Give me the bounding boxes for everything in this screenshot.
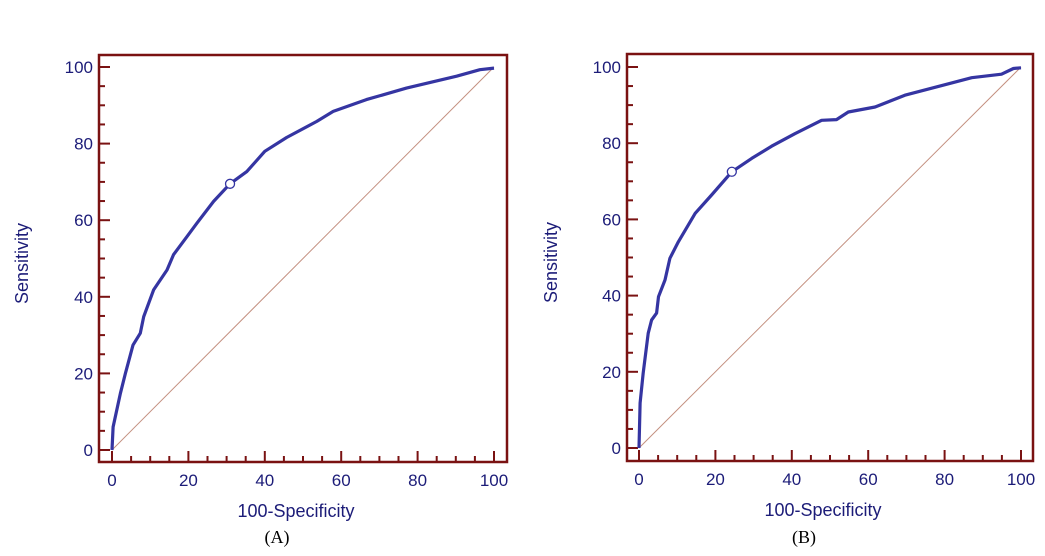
x-axis-label: 100-Specificity — [764, 500, 881, 520]
y-axis-label: Sensitivity — [541, 222, 561, 303]
reference-diagonal-line — [638, 66, 1022, 449]
y-tick-label: 0 — [612, 439, 621, 458]
y-tick-label: 100 — [65, 58, 93, 77]
roc-curve-line — [637, 66, 1022, 449]
optimal-cutoff-marker — [726, 166, 737, 177]
roc-curve-line — [110, 66, 495, 451]
x-tick-label: 0 — [107, 471, 116, 490]
panel-label: (B) — [792, 527, 816, 548]
y-tick-label: 80 — [602, 134, 621, 153]
x-tick-label: 80 — [935, 470, 954, 489]
x-tick-label: 20 — [179, 471, 198, 490]
x-tick-label: 100 — [480, 471, 508, 490]
x-tick-label: 80 — [408, 471, 427, 490]
optimal-cutoff-marker — [224, 178, 236, 189]
x-tick-label: 20 — [706, 470, 725, 489]
x-axis-label: 100-Specificity — [237, 501, 354, 521]
y-tick-label: 20 — [602, 363, 621, 382]
x-tick-label: 60 — [859, 470, 878, 489]
y-tick-label: 0 — [84, 441, 93, 460]
roc-panel-a: 0 20 40 60 80 100 0 20 40 60 80 100 100-Specificity S… — [12, 53, 509, 548]
y-tick-label: 20 — [74, 364, 93, 383]
panel-label: (A) — [265, 527, 290, 548]
x-tick-label: 100 — [1007, 470, 1035, 489]
y-tick-label: 40 — [74, 288, 93, 307]
y-tick-label: 40 — [602, 287, 621, 306]
y-tick-label: 80 — [74, 135, 93, 154]
reference-diagonal-line — [111, 66, 495, 451]
roc-panel-b: 0 20 40 60 80 100 0 20 40 60 80 100 100-Specificity S… — [541, 52, 1035, 548]
y-tick-label: 100 — [593, 58, 621, 77]
y-tick-label: 60 — [602, 210, 621, 229]
y-tick-label: 60 — [74, 211, 93, 230]
y-axis-label: Sensitivity — [12, 223, 32, 304]
x-tick-label: 40 — [255, 471, 274, 490]
x-tick-label: 60 — [332, 471, 351, 490]
x-tick-label: 40 — [782, 470, 801, 489]
x-tick-label: 0 — [634, 470, 643, 489]
